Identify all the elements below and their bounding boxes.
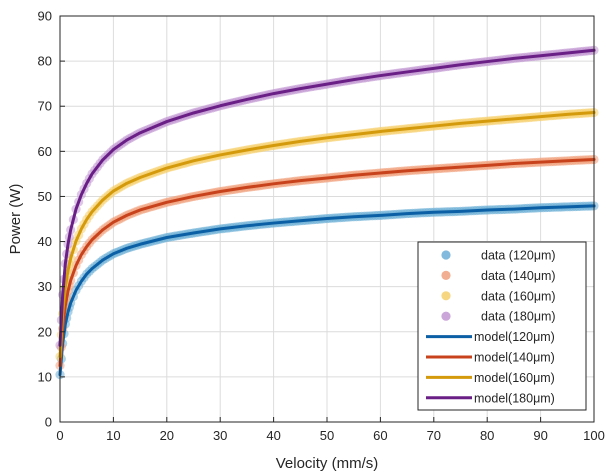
y-tick-label: 10 xyxy=(38,369,52,384)
x-tick-label: 10 xyxy=(106,428,120,443)
legend-label: model(120μm) xyxy=(474,330,555,344)
y-tick-label: 70 xyxy=(38,99,52,114)
model-line-3 xyxy=(58,48,596,347)
legend-marker xyxy=(441,270,451,280)
y-tick-label: 50 xyxy=(38,189,52,204)
x-tick-label: 0 xyxy=(56,428,63,443)
x-axis-label: Velocity (mm/s) xyxy=(276,455,379,472)
x-tick-label: 30 xyxy=(213,428,227,443)
ticks: 0 10 20 30 40 50 60 70 80 90 100 0 10 20 30 40 50 60 70 80 9… xyxy=(38,9,605,444)
legend-marker xyxy=(441,311,451,321)
model-line-2 xyxy=(58,111,596,359)
legend-label: data (120μm) xyxy=(481,249,556,263)
legend-label: model(160μm) xyxy=(474,371,555,385)
x-tick-label: 40 xyxy=(266,428,280,443)
legend-label: model(140μm) xyxy=(474,351,555,365)
model-line-0 xyxy=(58,204,596,377)
y-tick-label: 30 xyxy=(38,279,52,294)
y-tick-label: 80 xyxy=(38,54,52,69)
y-tick-label: 20 xyxy=(38,324,52,339)
legend-marker xyxy=(441,250,451,260)
legend-label: data (140μm) xyxy=(481,269,556,283)
y-tick-label: 90 xyxy=(38,9,52,24)
x-tick-label: 50 xyxy=(320,428,334,443)
x-tick-label: 20 xyxy=(160,428,174,443)
legend-label: model(180μm) xyxy=(474,391,555,405)
series-layer xyxy=(55,45,599,380)
x-tick-label: 100 xyxy=(583,428,605,443)
x-tick-label: 70 xyxy=(427,428,441,443)
y-tick-label: 40 xyxy=(38,234,52,249)
x-tick-label: 60 xyxy=(373,428,387,443)
y-axis-label: Power (W) xyxy=(7,184,24,255)
x-tick-label: 80 xyxy=(480,428,494,443)
model-line-1 xyxy=(58,157,596,368)
legend: data (120μm) data (140μm) data (160μm) data… xyxy=(417,241,587,411)
y-tick-label: 60 xyxy=(38,144,52,159)
y-tick-label: 0 xyxy=(45,415,52,430)
legend-label: data (160μm) xyxy=(481,289,556,303)
legend-box xyxy=(417,241,587,411)
legend-marker xyxy=(441,291,451,301)
x-tick-label: 90 xyxy=(533,428,547,443)
legend-label: data (180μm) xyxy=(481,310,556,324)
